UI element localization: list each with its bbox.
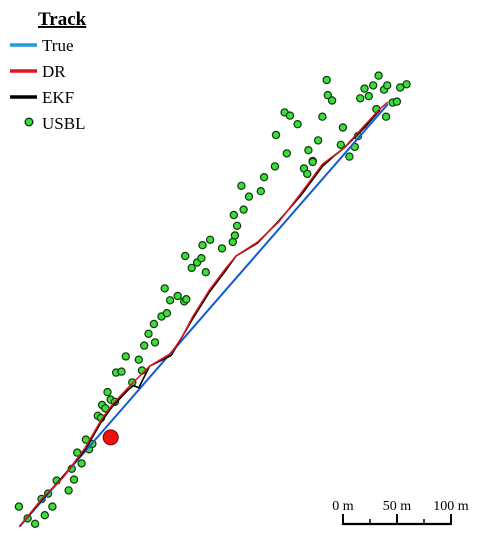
usbl-point xyxy=(259,172,269,182)
usbl-point xyxy=(323,90,332,100)
usbl-point xyxy=(187,263,196,273)
usbl-point xyxy=(128,378,137,387)
usbl-point xyxy=(30,519,40,529)
usbl-point xyxy=(205,235,215,244)
usbl-point xyxy=(360,84,369,93)
usbl-point xyxy=(64,486,73,495)
usbl-point xyxy=(256,186,265,196)
legend-title: Track xyxy=(38,9,87,30)
usbl-point xyxy=(318,112,327,121)
usbl-point xyxy=(197,254,206,263)
usbl-point xyxy=(149,319,159,329)
usbl-point xyxy=(217,244,227,253)
usbl-point xyxy=(396,83,405,92)
usbl-point xyxy=(134,355,143,364)
usbl-point xyxy=(117,367,126,376)
usbl-point xyxy=(165,296,175,305)
usbl-point xyxy=(144,329,153,338)
usbl-point xyxy=(374,71,383,80)
usbl-point xyxy=(282,149,291,158)
usbl-point xyxy=(270,162,280,171)
dr-track-line xyxy=(19,101,388,527)
usbl-point xyxy=(40,511,50,520)
usbl-point xyxy=(271,130,281,140)
usbl-point xyxy=(356,94,365,103)
usbl-point xyxy=(364,91,373,101)
usbl-point xyxy=(48,502,57,511)
usbl-point xyxy=(201,268,210,277)
usbl-point xyxy=(229,210,238,220)
usbl-point xyxy=(303,169,312,179)
scale-label-100: 100 m xyxy=(433,499,469,514)
usbl-point xyxy=(160,284,169,293)
red-marker-point xyxy=(102,429,119,446)
usbl-point xyxy=(345,152,354,161)
legend-swatch-usbl xyxy=(24,117,34,127)
usbl-point xyxy=(198,240,207,250)
legend-label-true: True xyxy=(42,36,74,55)
usbl-point xyxy=(139,341,149,350)
usbl-point xyxy=(230,231,240,240)
usbl-points xyxy=(14,71,411,529)
usbl-point xyxy=(69,475,79,484)
legend-label-usbl: USBL xyxy=(42,114,85,133)
usbl-point xyxy=(369,81,378,90)
usbl-point xyxy=(14,502,24,511)
usbl-point xyxy=(338,123,348,132)
usbl-point xyxy=(77,459,86,468)
scale-bar: 0 m 50 m 100 m xyxy=(332,499,469,526)
usbl-point xyxy=(313,136,323,145)
usbl-point xyxy=(293,119,302,129)
marker-layer xyxy=(102,429,119,446)
usbl-point xyxy=(239,205,248,214)
usbl-point xyxy=(381,112,391,121)
legend-label-ekf: EKF xyxy=(42,88,74,107)
scale-label-50: 50 m xyxy=(383,499,412,514)
usbl-point xyxy=(173,291,182,301)
usbl-point xyxy=(285,111,295,120)
usbl-point xyxy=(327,96,337,105)
usbl-point xyxy=(237,181,246,190)
usbl-point xyxy=(322,75,331,85)
legend: Track True DR EKF USBL xyxy=(10,9,87,133)
usbl-point xyxy=(308,157,317,167)
usbl-point xyxy=(121,352,131,361)
usbl-point xyxy=(182,295,191,304)
usbl-point xyxy=(244,192,254,201)
usbl-point xyxy=(162,309,172,318)
usbl-point xyxy=(150,338,160,347)
usbl-point xyxy=(383,81,392,90)
usbl-point xyxy=(392,97,402,106)
track-lines xyxy=(18,101,389,528)
usbl-point xyxy=(304,145,313,155)
usbl-point xyxy=(232,221,242,230)
usbl-point xyxy=(402,80,411,89)
usbl-point xyxy=(103,387,112,397)
usbl-point xyxy=(180,251,190,261)
usbl-point xyxy=(336,140,345,149)
scale-label-0: 0 m xyxy=(332,499,354,514)
legend-label-dr: DR xyxy=(42,62,66,81)
